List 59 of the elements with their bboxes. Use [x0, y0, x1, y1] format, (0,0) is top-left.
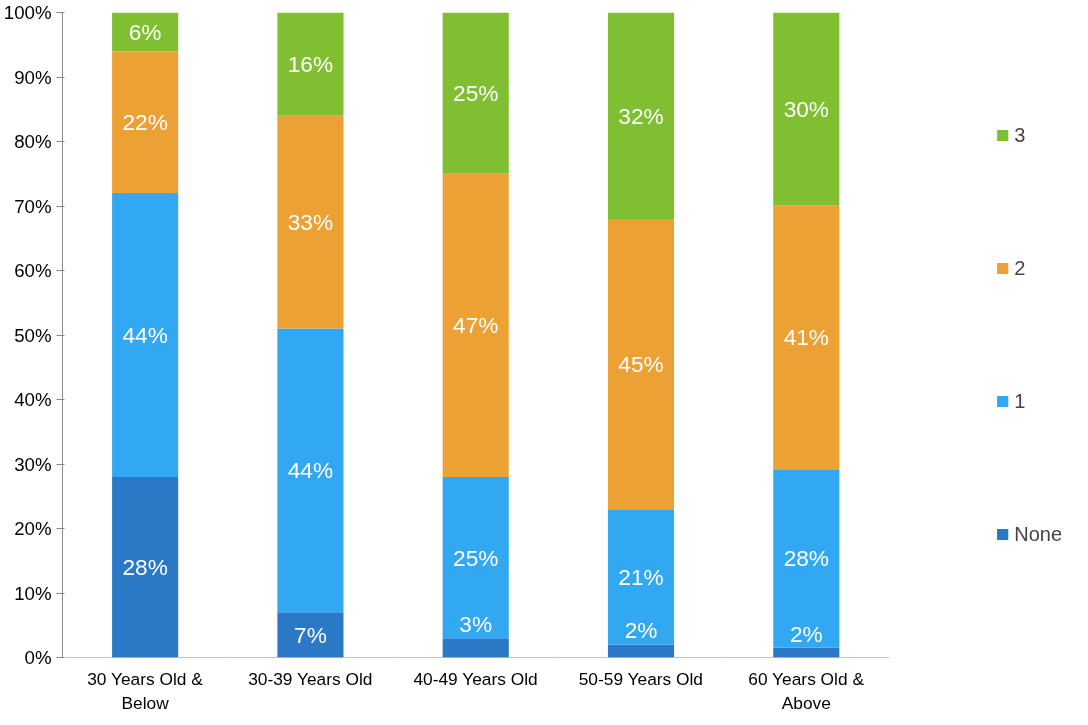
legend-label: 3 — [1014, 123, 1027, 147]
y-tick-label: 20% — [14, 518, 52, 539]
data-label: 2% — [789, 620, 823, 647]
bar — [277, 612, 344, 658]
bar — [773, 12, 840, 206]
bar — [607, 644, 675, 658]
data-label: 47% — [453, 312, 499, 339]
data-label: 7% — [294, 621, 327, 648]
data-label: 25% — [453, 80, 499, 107]
y-tick-label: 0% — [24, 647, 52, 668]
bar — [773, 205, 840, 470]
bar — [442, 173, 509, 477]
data-label: 44% — [287, 457, 334, 484]
bar — [773, 469, 840, 648]
data-label: 6% — [128, 18, 162, 45]
data-label: 33% — [287, 209, 334, 236]
data-label: 44% — [122, 322, 168, 348]
data-label: 45% — [618, 351, 664, 378]
x-tick-label: 60 Years Old & Above — [748, 668, 865, 713]
bar — [112, 193, 179, 477]
y-tick-label: 50% — [14, 324, 52, 346]
data-label: 2% — [624, 617, 658, 644]
x-tick-label: 30 Years Old & Below — [87, 668, 204, 713]
y-tick-label: 90% — [14, 66, 52, 88]
bar — [112, 476, 179, 658]
data-label: 21% — [618, 563, 664, 590]
data-label: 28% — [783, 545, 829, 572]
data-label: 25% — [453, 544, 499, 571]
bar — [442, 476, 509, 639]
y-tick-label: 80% — [14, 131, 52, 152]
x-tick-label: 30-39 Years Old — [248, 668, 373, 689]
y-tick-label: 60% — [14, 260, 52, 281]
data-label: 32% — [618, 102, 664, 129]
x-tick-label: 50-59 Years Old — [578, 668, 703, 689]
x-tick-label: 40-49 Years Old — [413, 668, 538, 689]
legend-label: None — [1014, 522, 1062, 546]
bar — [607, 509, 675, 645]
bar — [277, 12, 344, 116]
bar — [442, 638, 509, 658]
data-label: 3% — [459, 610, 493, 637]
y-tick-label: 100% — [3, 2, 52, 23]
bar — [277, 328, 344, 613]
bar — [607, 218, 675, 510]
legend-label: 1 — [1014, 389, 1027, 413]
y-tick-label: 10% — [14, 582, 52, 604]
bar — [277, 115, 344, 329]
y-tick-label: 30% — [14, 453, 52, 475]
legend-label: 2 — [1014, 256, 1027, 280]
data-label: 41% — [783, 324, 829, 351]
data-label: 16% — [287, 51, 334, 78]
bar — [773, 647, 840, 658]
data-label: 28% — [122, 554, 168, 581]
data-label: 30% — [783, 95, 829, 122]
y-tick-label: 70% — [14, 195, 52, 217]
y-tick-label: 40% — [14, 389, 52, 410]
bar — [607, 12, 675, 219]
bar — [112, 51, 179, 194]
data-label: 22% — [122, 109, 168, 136]
bar — [442, 12, 509, 174]
